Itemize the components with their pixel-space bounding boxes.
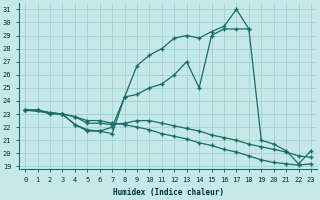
X-axis label: Humidex (Indice chaleur): Humidex (Indice chaleur): [113, 188, 224, 197]
